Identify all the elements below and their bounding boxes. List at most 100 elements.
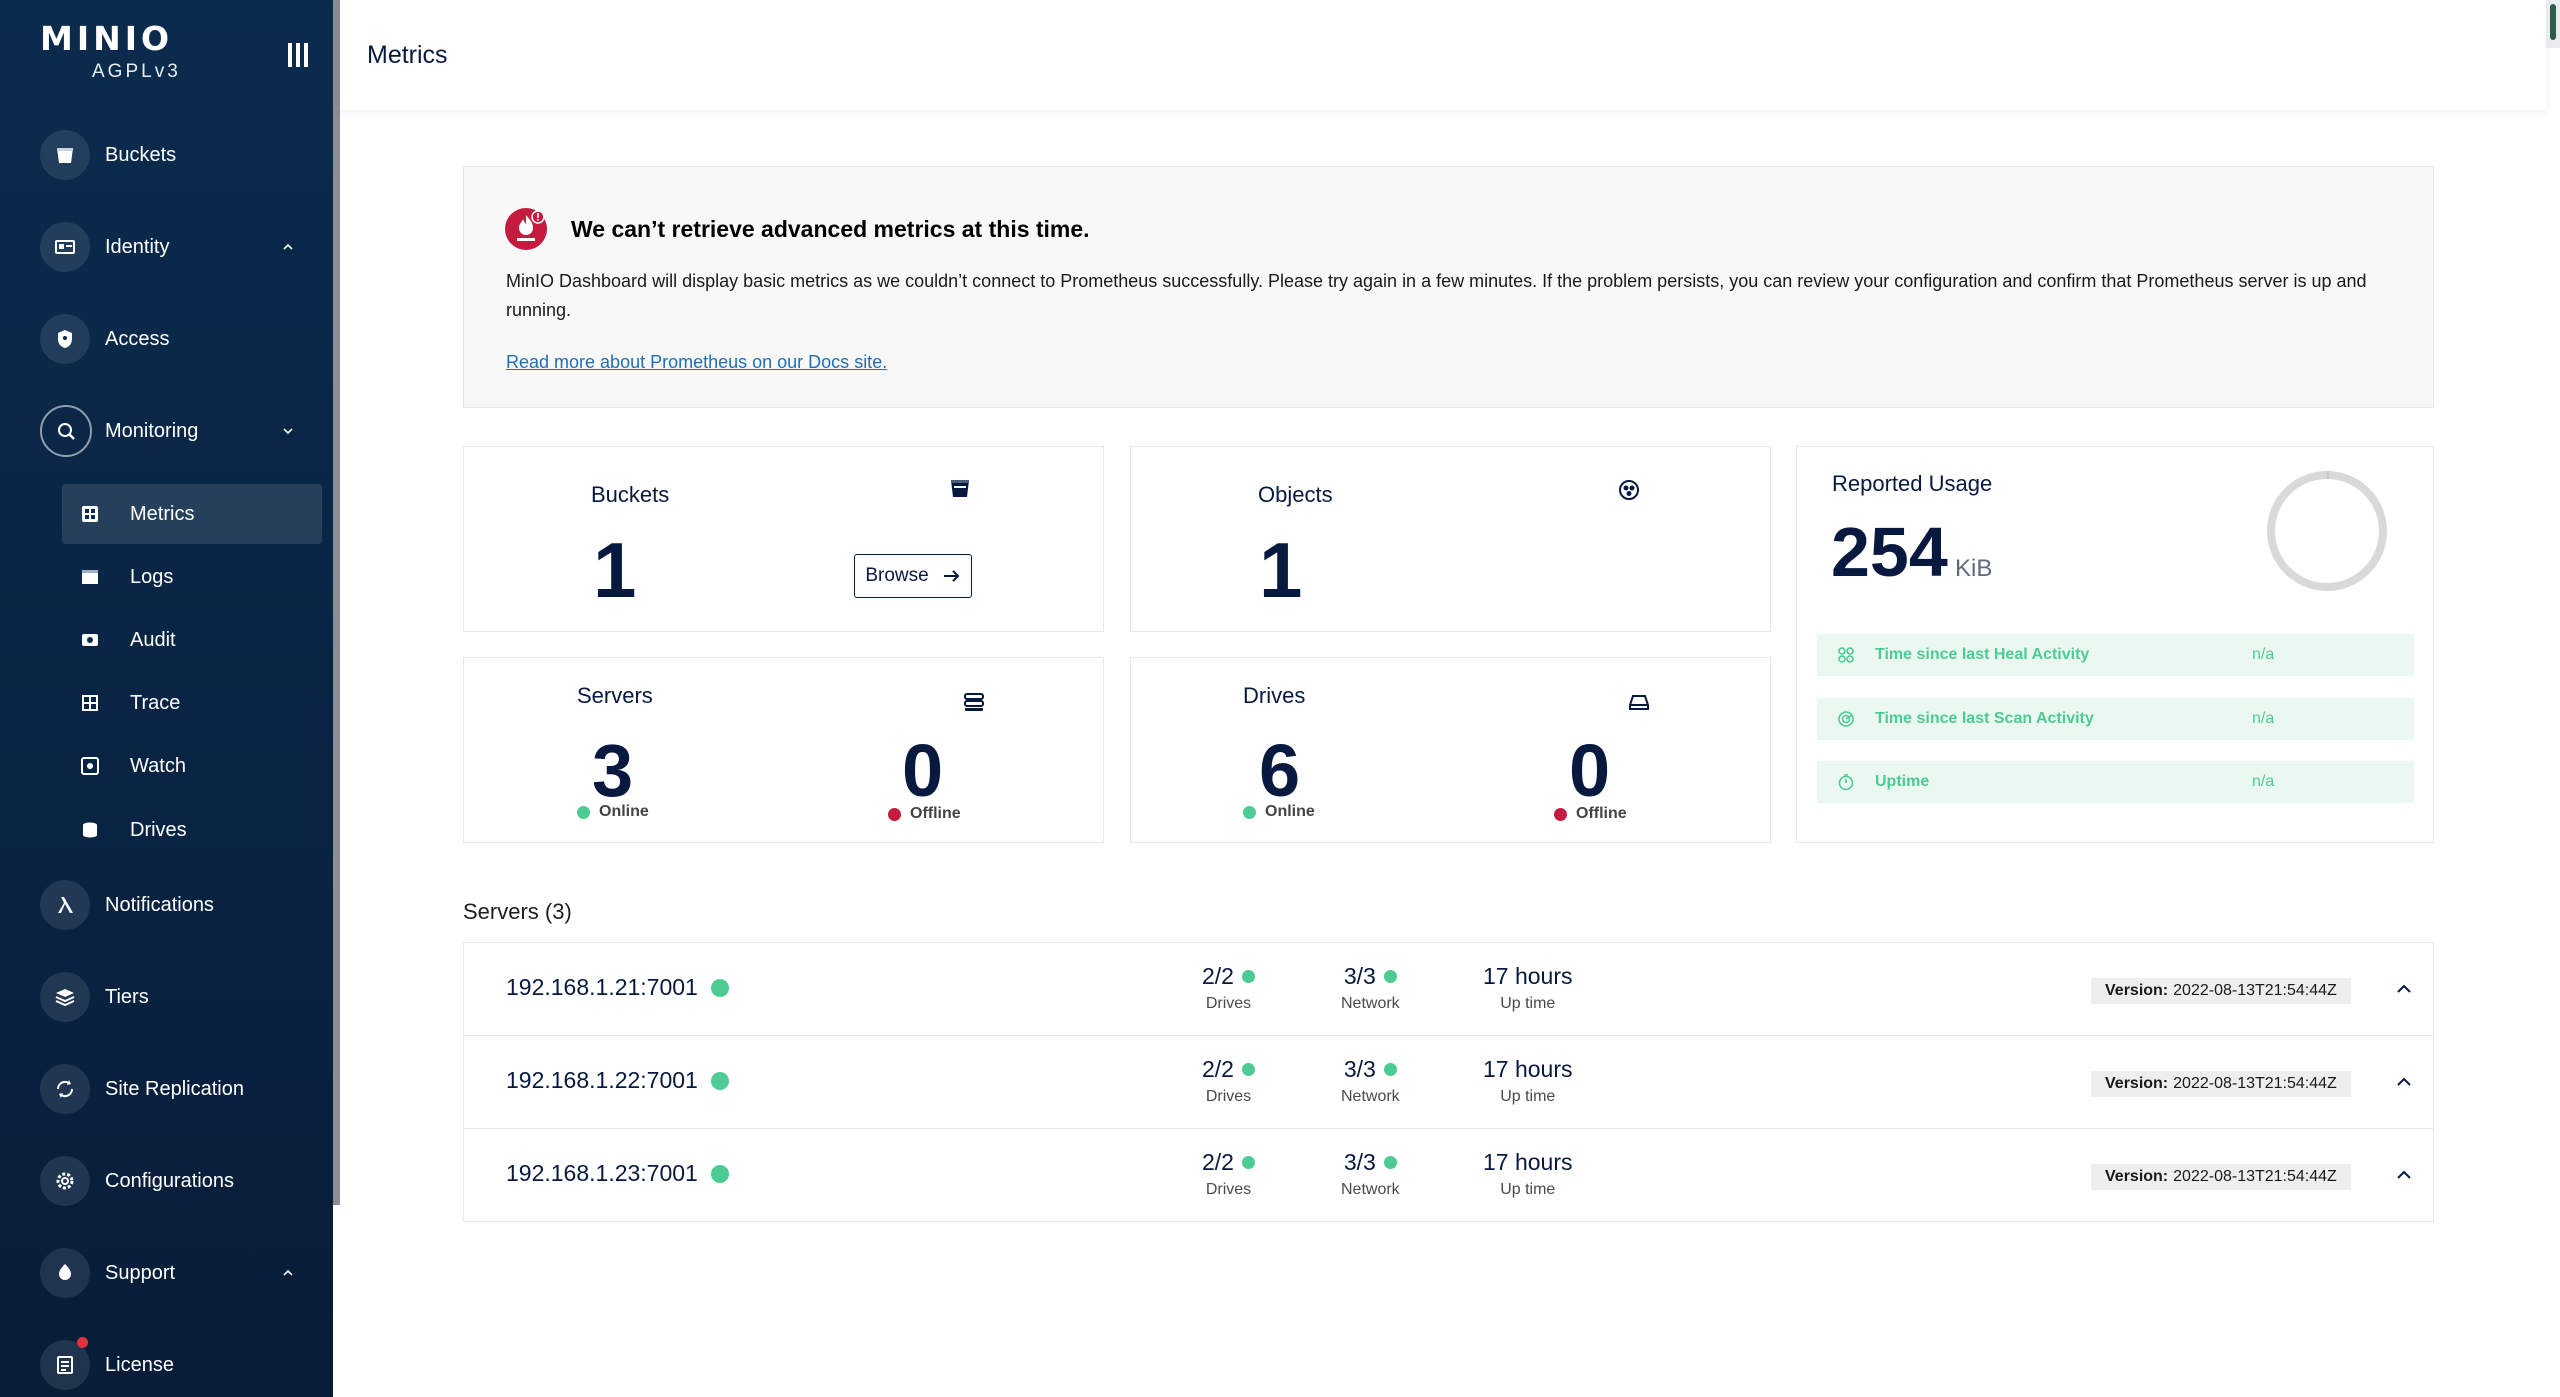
usage-value: 254 — [1831, 513, 1948, 591]
collapse-menu-icon[interactable] — [288, 43, 308, 67]
server-status-dot — [710, 1164, 729, 1183]
lock-icon — [40, 314, 90, 364]
scan-activity-value: n/a — [2252, 710, 2275, 727]
sidebar-item-buckets[interactable]: Buckets — [0, 123, 333, 187]
scan-activity-label: Time since last Scan Activity — [1875, 710, 2094, 727]
objects-card: Objects 1 — [1130, 446, 1771, 632]
logs-icon — [80, 567, 100, 587]
sidebar-item-label: Identity — [105, 235, 170, 258]
sidebar-item-configurations[interactable]: Configurations — [0, 1149, 333, 1213]
sidebar-item-site-replication[interactable]: Site Replication — [0, 1057, 333, 1121]
uptime-value: n/a — [2252, 773, 2275, 790]
page-title: Metrics — [367, 41, 448, 69]
server-drives-value: 2/2 — [1202, 1056, 1234, 1082]
chevron-down-icon — [283, 428, 293, 435]
sidebar-scrollbar[interactable] — [333, 0, 340, 1205]
server-drives-metric: 2/2 Drives — [1202, 1056, 1255, 1106]
sidebar-subitem-label: Drives — [130, 818, 187, 841]
sidebar-subitem-trace[interactable]: Trace — [62, 673, 322, 733]
server-network-label: Network — [1341, 995, 1400, 1012]
scan-icon — [1838, 711, 1854, 727]
server-icon — [964, 693, 984, 711]
server-uptime-label: Up time — [1500, 1181, 1556, 1198]
sidebar-subitem-audit[interactable]: Audit — [62, 610, 322, 670]
replication-icon — [40, 1064, 90, 1114]
server-network-metric: 3/3 Network — [1341, 963, 1400, 1013]
online-dot — [1243, 805, 1256, 819]
sidebar-subitem-metrics[interactable]: Metrics — [62, 484, 322, 544]
chevron-up-icon[interactable] — [2392, 977, 2416, 1001]
audit-icon — [80, 630, 100, 650]
servers-card-title: Servers — [577, 683, 653, 708]
online-label: Online — [1265, 803, 1315, 820]
server-uptime-value: 17 hours — [1483, 1056, 1573, 1082]
prometheus-warning-icon — [505, 208, 547, 250]
sidebar-subitem-watch[interactable]: Watch — [62, 736, 322, 796]
page-scrollbar[interactable] — [2546, 0, 2560, 48]
servers-offline-count: 0 — [902, 729, 944, 812]
server-uptime-metric: 17 hours Up time — [1483, 1056, 1573, 1106]
server-host: 192.168.1.21:7001 — [506, 974, 729, 1001]
sidebar-item-monitoring[interactable]: Monitoring — [0, 399, 333, 463]
browse-button[interactable]: Browse — [854, 554, 972, 598]
sidebar-item-identity[interactable]: Identity — [0, 215, 333, 279]
sidebar-item-tiers[interactable]: Tiers — [0, 965, 333, 1029]
drives-offline-count: 0 — [1569, 729, 1611, 812]
server-status-dot — [710, 1071, 729, 1090]
sidebar-subitem-label: Metrics — [130, 502, 195, 525]
sidebar-item-support[interactable]: Support — [0, 1241, 333, 1305]
drives-card-title: Drives — [1243, 683, 1306, 708]
server-row: 192.168.1.23:7001 2/2 Drives 3/3 Network… — [463, 1128, 2434, 1222]
license-icon — [40, 1340, 90, 1390]
version-label: Version: — [2105, 982, 2169, 999]
server-version-badge: Version: 2022-08-13T21:54:44Z — [2091, 1071, 2351, 1097]
chevron-up-icon[interactable] — [2392, 1163, 2416, 1187]
sidebar-item-label: Notifications — [105, 893, 214, 916]
sidebar-subitem-label: Trace — [130, 691, 181, 714]
server-uptime-value: 17 hours — [1483, 963, 1573, 989]
monitoring-icon — [40, 405, 92, 457]
server-host-label: 192.168.1.22:7001 — [506, 1067, 698, 1093]
server-drives-label: Drives — [1205, 1181, 1252, 1198]
network-status-dot — [1383, 1063, 1397, 1076]
servers-section-title: Servers (3) — [463, 899, 572, 924]
gear-icon — [40, 1156, 90, 1206]
tiers-icon — [40, 972, 90, 1022]
sidebar-subitem-drives[interactable]: Drives — [62, 800, 322, 860]
server-host-label: 192.168.1.21:7001 — [506, 974, 698, 1000]
offline-dot — [888, 807, 901, 821]
prometheus-docs-link[interactable]: Read more about Prometheus on our Docs s… — [506, 352, 888, 372]
sidebar-subitem-label: Logs — [130, 565, 174, 588]
license-notification-badge — [77, 1337, 88, 1348]
browse-button-label: Browse — [865, 565, 929, 586]
server-network-value: 3/3 — [1343, 963, 1376, 989]
server-network-metric: 3/3 Network — [1341, 1056, 1400, 1106]
lambda-icon — [40, 880, 90, 930]
sidebar-item-license[interactable]: License — [0, 1333, 333, 1397]
server-row: 192.168.1.21:7001 2/2 Drives 3/3 Network… — [463, 942, 2434, 1036]
sidebar-item-notifications[interactable]: Notifications — [0, 873, 333, 937]
objects-count: 1 — [1259, 526, 1303, 614]
drives-status-dot — [1241, 1156, 1255, 1169]
drives-online-status: Online — [1243, 803, 1315, 821]
sidebar-item-label: Tiers — [105, 985, 149, 1008]
heal-activity-label: Time since last Heal Activity — [1875, 646, 2090, 663]
sidebar: MINIO AGPLv3 Buckets Identity Access Mon… — [0, 0, 333, 1397]
buckets-card: Buckets 1 Browse — [463, 446, 1104, 632]
bucket-icon — [951, 480, 969, 497]
chevron-up-icon — [283, 243, 293, 250]
server-uptime-metric: 17 hours Up time — [1483, 1149, 1573, 1199]
servers-offline-status: Offline — [888, 805, 961, 823]
prometheus-alert: We can’t retrieve advanced metrics at th… — [463, 166, 2434, 408]
chevron-up-icon[interactable] — [2392, 1070, 2416, 1094]
trace-icon — [80, 693, 100, 713]
minio-logo[interactable]: MINIO AGPLv3 — [40, 22, 181, 83]
sidebar-subitem-logs[interactable]: Logs — [62, 547, 322, 607]
server-network-label: Network — [1341, 1088, 1400, 1105]
sidebar-subitem-label: Audit — [130, 628, 176, 651]
drives-icon — [80, 820, 100, 840]
server-drives-metric: 2/2 Drives — [1202, 1149, 1255, 1199]
sidebar-item-label: Support — [105, 1261, 176, 1284]
sidebar-item-access[interactable]: Access — [0, 307, 333, 371]
uptime-row: Uptime n/a — [1817, 761, 2414, 803]
